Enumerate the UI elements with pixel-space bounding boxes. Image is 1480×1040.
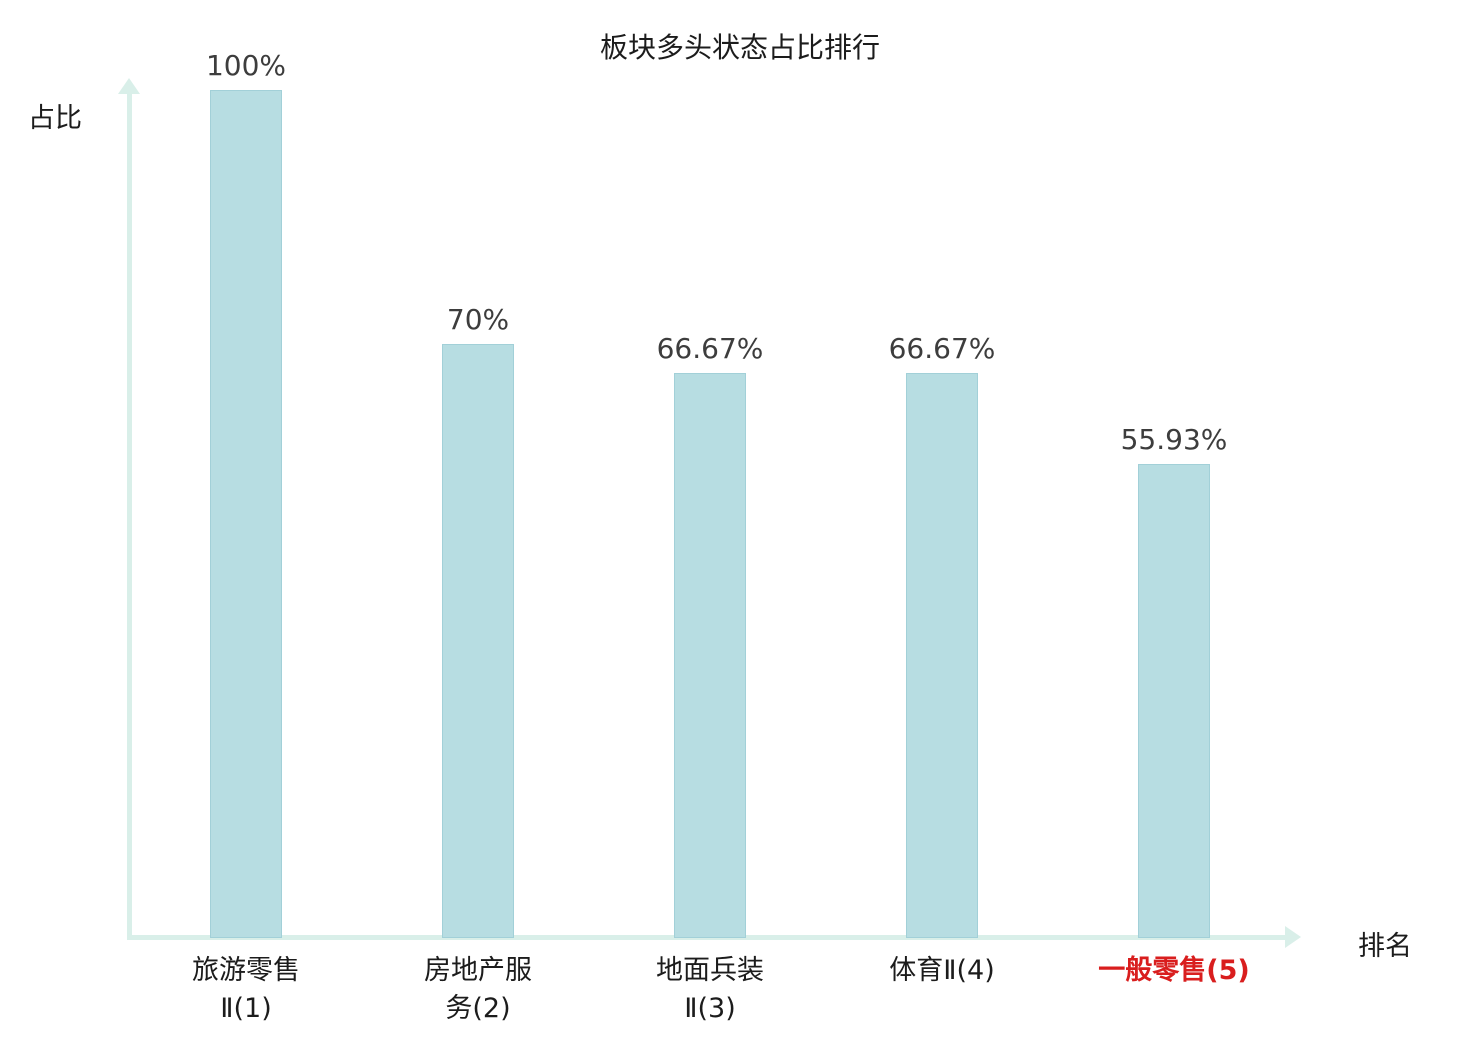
- x-axis-arrow-icon: [1285, 926, 1301, 948]
- bar-value-label: 70%: [446, 303, 510, 336]
- y-axis-line: [127, 92, 132, 938]
- bar-value-label: 55.93%: [1120, 423, 1228, 456]
- bar-value-label: 66.67%: [888, 332, 996, 365]
- bar-value-label: 66.67%: [656, 332, 764, 365]
- bar-category-label: 旅游零售 Ⅱ(1): [192, 955, 300, 1024]
- bar: [674, 373, 746, 938]
- bar-category-label: 房地产服 务(2): [424, 955, 532, 1024]
- x-axis-label: 排名: [1358, 931, 1412, 962]
- y-axis-label: 占比: [28, 103, 82, 134]
- bar-category-label: 地面兵装 Ⅱ(3): [656, 955, 764, 1024]
- bar: [442, 344, 514, 938]
- chart-title: 板块多头状态占比排行: [599, 31, 880, 64]
- y-axis-arrow-icon: [118, 78, 140, 94]
- bar: [210, 90, 282, 938]
- bar-value-label: 100%: [205, 49, 287, 82]
- bar-category-label: 体育Ⅱ(4): [889, 955, 995, 986]
- bar-category-label: 一般零售(5): [1098, 955, 1250, 986]
- bar: [1138, 464, 1210, 938]
- bar: [906, 373, 978, 938]
